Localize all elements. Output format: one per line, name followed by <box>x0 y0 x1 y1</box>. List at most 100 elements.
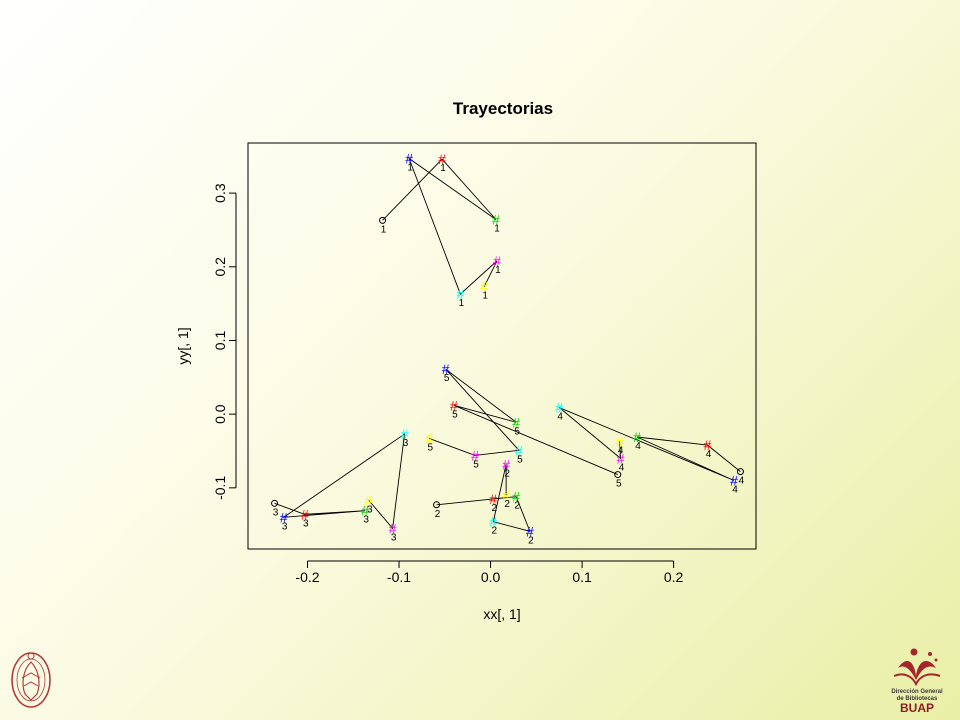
trajectory-line <box>274 433 406 530</box>
start-point-marker <box>736 468 744 476</box>
point-label: 4 <box>635 441 641 452</box>
point-label: 5 <box>517 454 523 465</box>
point-marker: # <box>512 414 520 430</box>
svg-text:de Bibliotecas: de Bibliotecas <box>897 696 938 702</box>
point-label: 3 <box>391 532 397 543</box>
point-label: 2 <box>504 499 510 510</box>
chart-title: Trayectorias <box>453 99 553 118</box>
plot-frame <box>247 142 757 550</box>
point-marker: # <box>280 509 288 525</box>
y-tick-label: -0.1 <box>212 476 228 500</box>
trajectory-5: 5#5 #5#5#5#5#5 <box>425 361 622 489</box>
point-marker: # <box>489 514 497 530</box>
point-marker: # <box>389 520 397 536</box>
point-marker: # <box>493 253 501 269</box>
point-marker: # <box>616 433 624 449</box>
point-label: 5 <box>444 373 450 384</box>
point-label: 1 <box>407 162 413 173</box>
point-label: 5 <box>452 409 458 420</box>
point-label: 2 <box>492 503 498 514</box>
trajectory-1: 1#1#1#1#1#1#1 <box>379 150 501 309</box>
point-marker: # <box>502 456 510 472</box>
point-marker: # <box>555 400 563 416</box>
point-label: 1 <box>482 291 488 302</box>
point-marker: # <box>512 489 520 505</box>
point-marker: # <box>492 212 500 228</box>
point-label: 4 <box>619 462 625 473</box>
point-marker: # <box>489 491 497 507</box>
point-label: 5 <box>616 479 622 490</box>
start-point-marker <box>271 499 279 507</box>
point-label: 1 <box>459 298 465 309</box>
point-label: 5 <box>473 459 479 470</box>
point-marker: # <box>361 503 369 519</box>
svg-text:BUAP: BUAP <box>900 701 934 714</box>
point-label: 3 <box>363 515 369 526</box>
y-tick-label: 0.3 <box>212 183 228 203</box>
start-point-marker <box>433 501 441 509</box>
point-marker: # <box>617 450 625 466</box>
x-axis-label: xx[, 1] <box>483 606 520 622</box>
point-marker: # <box>730 472 738 488</box>
point-marker: # <box>405 150 413 166</box>
point-marker: # <box>633 429 641 445</box>
point-marker: # <box>365 492 373 508</box>
start-point-marker <box>614 471 622 479</box>
trajectory-line <box>558 407 741 481</box>
point-label: 3 <box>403 438 409 449</box>
point-label: 4 <box>732 484 738 495</box>
point-marker: # <box>526 523 534 539</box>
point-label: 1 <box>381 224 387 235</box>
point-label: 3 <box>367 504 373 515</box>
point-label: 5 <box>514 426 520 437</box>
point-label: 2 <box>504 468 510 479</box>
x-tick-label: -0.1 <box>387 569 411 585</box>
point-label: 2 <box>435 509 441 520</box>
start-point-marker <box>379 216 387 224</box>
point-label: 3 <box>273 507 279 518</box>
point-label: 2 <box>514 501 520 512</box>
point-label: 2 <box>492 526 498 537</box>
x-tick-label: 0.0 <box>481 569 501 585</box>
point-label: 3 <box>282 521 288 532</box>
point-label: 3 <box>303 518 309 529</box>
point-marker: # <box>480 279 488 295</box>
y-tick-label: 0.0 <box>212 404 228 424</box>
point-label: 5 <box>427 442 433 453</box>
x-tick-label: -0.2 <box>295 569 319 585</box>
point-label: 2 <box>528 535 534 546</box>
point-marker: # <box>442 361 450 377</box>
trajectory-line <box>429 368 618 475</box>
point-marker: # <box>704 437 712 453</box>
point-marker: # <box>502 487 510 503</box>
x-tick-label: 0.1 <box>572 569 592 585</box>
point-label: 4 <box>706 449 712 460</box>
y-tick-label: 0.2 <box>212 257 228 277</box>
point-label: 4 <box>739 476 745 487</box>
point-marker: # <box>471 447 479 463</box>
point-label: 1 <box>495 265 501 276</box>
point-marker: # <box>301 506 309 522</box>
point-label: 1 <box>494 224 500 235</box>
point-marker: # <box>456 286 464 302</box>
point-label: 1 <box>440 163 446 174</box>
point-marker: # <box>425 430 433 446</box>
point-marker: # <box>450 397 458 413</box>
point-marker: # <box>515 442 523 458</box>
university-seal-logo <box>11 652 51 708</box>
svg-text:Dirección General: Dirección General <box>891 689 943 695</box>
trajectory-line <box>436 464 531 532</box>
y-tick-label: 0.1 <box>212 331 228 351</box>
trajectories-layer: 1#1#1#1#1#1#12#2#2#2#2#2#23 #3#3#3#3#3#34… <box>271 150 745 546</box>
trajectory-line <box>382 157 498 295</box>
point-marker: # <box>438 151 446 167</box>
point-marker: # <box>401 426 409 442</box>
point-label: 4 <box>557 412 563 423</box>
y-axis: -0.1 0.0 0.1 0.2 0.3 <box>212 183 237 500</box>
point-label: 4 <box>618 445 624 456</box>
trajectory-3: 3 #3#3#3#3#3#3 <box>271 426 409 543</box>
x-tick-label: 0.2 <box>664 569 684 585</box>
x-axis: -0.2 -0.1 0.0 0.1 0.2 <box>295 560 684 585</box>
library-logo: Dirección General de Bibliotecas BUAP <box>891 648 943 714</box>
